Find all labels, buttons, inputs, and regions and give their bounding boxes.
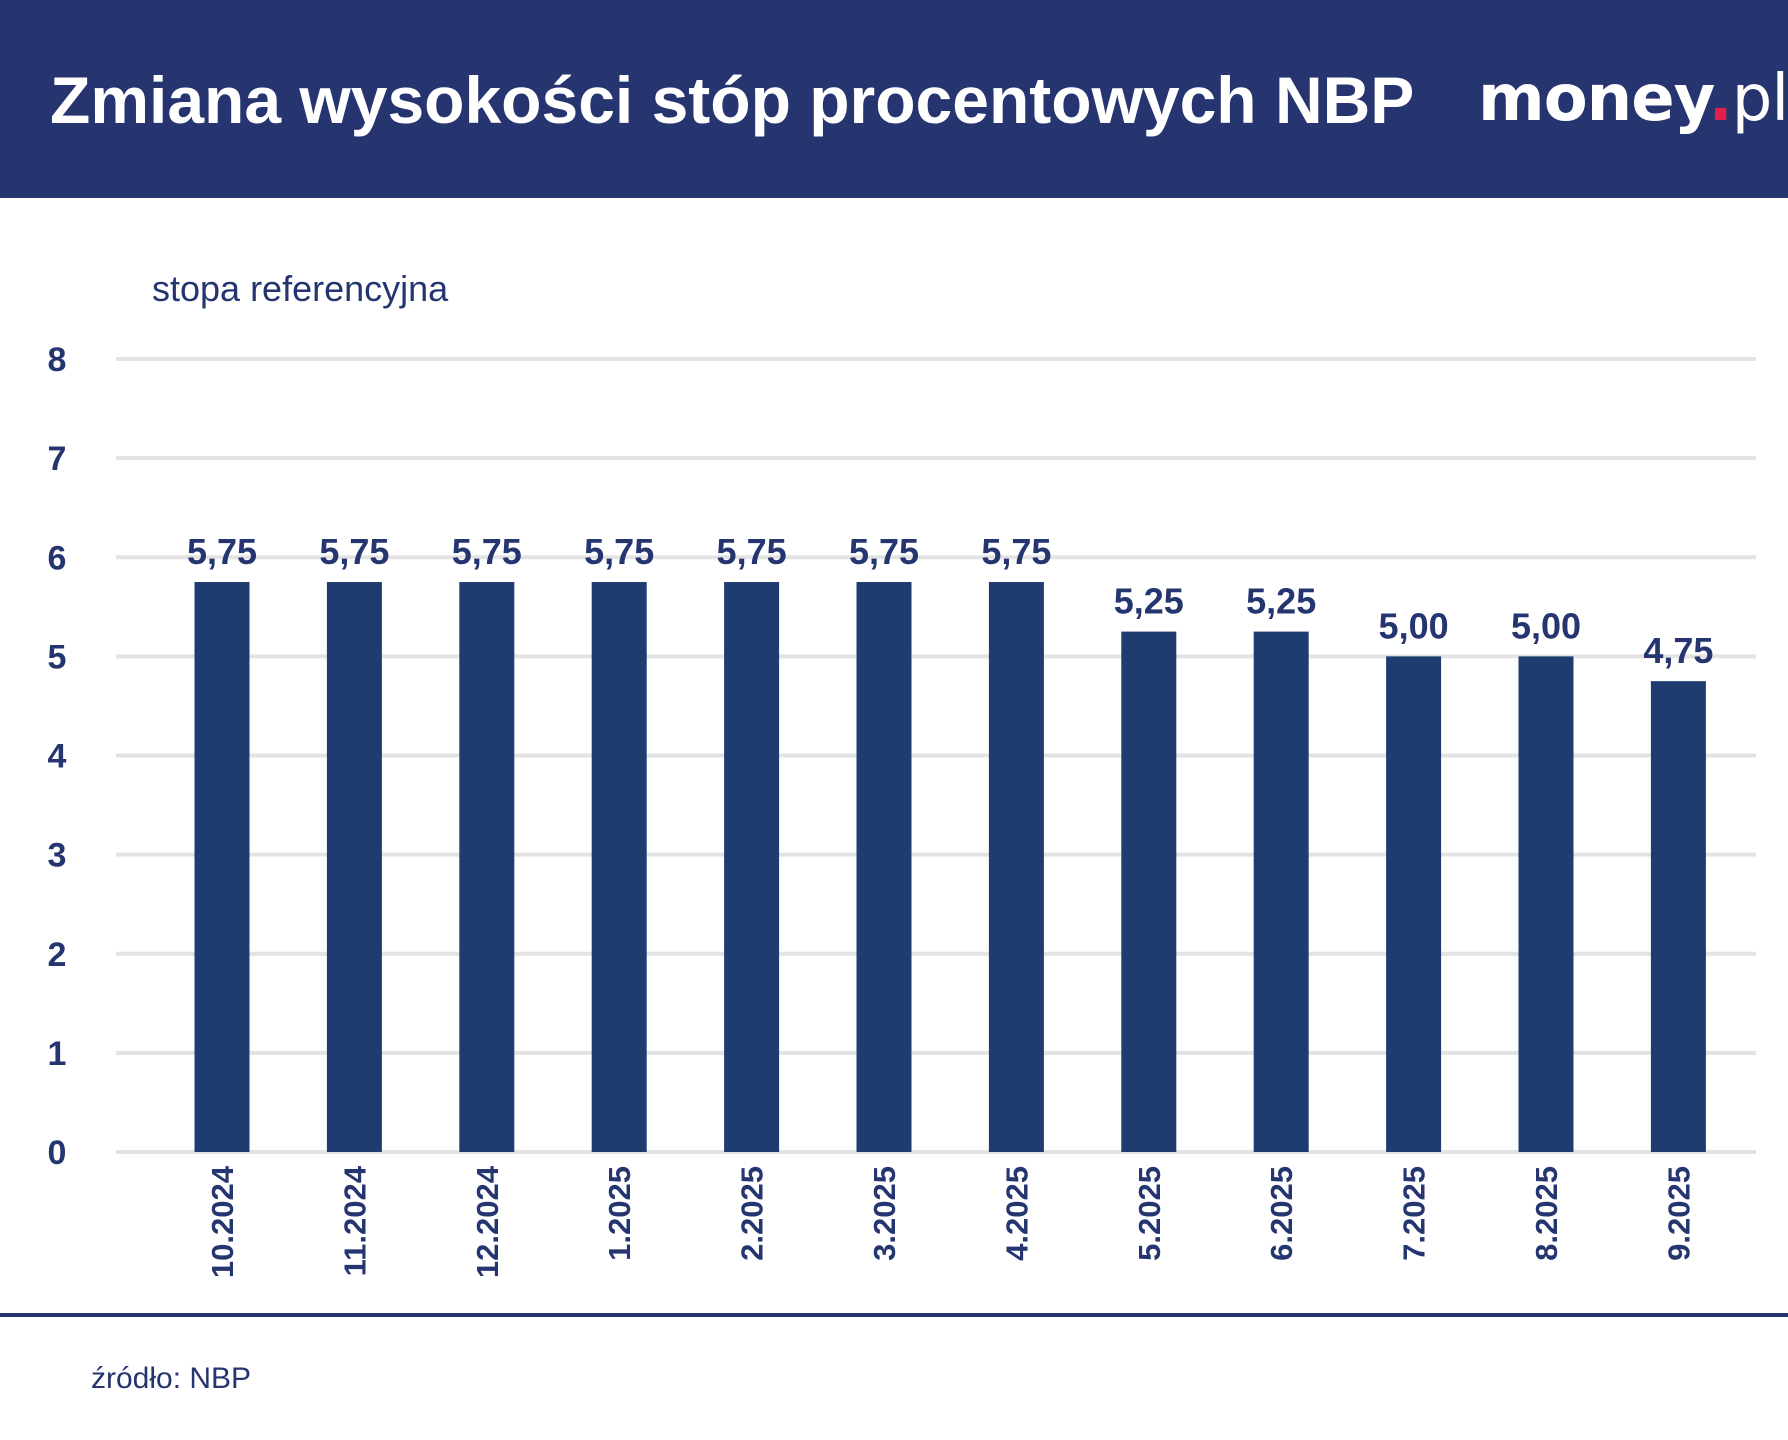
x-tick-label: 1.2025 xyxy=(602,1166,637,1261)
data-label: 5,75 xyxy=(849,531,919,572)
data-label: 5,00 xyxy=(1511,605,1581,646)
header-banner: Zmiana wysokości stóp procentowych NBP m… xyxy=(0,0,1788,198)
data-label: 5,75 xyxy=(187,531,257,572)
x-tick-label: 2.2025 xyxy=(735,1166,770,1261)
bar xyxy=(724,582,780,1152)
y-tick-label: 1 xyxy=(48,1035,67,1073)
data-label: 5,75 xyxy=(319,531,389,572)
x-tick-label: 6.2025 xyxy=(1264,1166,1299,1261)
chart-title: Zmiana wysokości stóp procentowych NBP xyxy=(50,63,1415,137)
data-label: 5,75 xyxy=(717,531,787,572)
x-tick-label: 3.2025 xyxy=(867,1166,902,1261)
data-label: 5,25 xyxy=(1114,581,1184,622)
bar xyxy=(856,582,912,1152)
footer-divider xyxy=(0,1313,1788,1317)
y-tick-label: 3 xyxy=(48,837,67,875)
bar-chart: 0 1 2 3 4 5 6 7 8 5,75 10.2024 5,75 11.2024 5,75 12.20… xyxy=(48,341,1756,1278)
bar xyxy=(1253,631,1309,1152)
x-tick-label: 7.2025 xyxy=(1397,1166,1432,1261)
bar xyxy=(1650,681,1706,1152)
data-label: 5,25 xyxy=(1246,581,1316,622)
bar xyxy=(1386,656,1442,1152)
data-label: 5,75 xyxy=(584,531,654,572)
x-tick-label: 5.2025 xyxy=(1132,1166,1167,1261)
bar xyxy=(326,582,382,1152)
bar xyxy=(459,582,515,1152)
money-pl-logo: money.pl xyxy=(1478,62,1788,136)
bar xyxy=(1518,656,1574,1152)
y-tick-label: 4 xyxy=(48,738,67,776)
data-label: 5,75 xyxy=(452,531,522,572)
bar xyxy=(988,582,1044,1152)
data-label: 5,75 xyxy=(981,531,1051,572)
bar xyxy=(194,582,250,1152)
y-axis-label: stopa referencyjna xyxy=(152,268,449,309)
x-tick-label: 11.2024 xyxy=(337,1165,372,1276)
x-tick-label: 12.2024 xyxy=(470,1165,505,1278)
y-tick-label: 7 xyxy=(48,440,67,478)
x-tick-label: 4.2025 xyxy=(999,1166,1034,1261)
bar xyxy=(1121,631,1177,1152)
x-tick-label: 10.2024 xyxy=(205,1165,240,1278)
y-tick-label: 6 xyxy=(48,539,67,577)
y-tick-label: 0 xyxy=(48,1134,67,1172)
bar xyxy=(591,582,647,1152)
x-tick-label: 8.2025 xyxy=(1529,1166,1564,1261)
data-label: 5,00 xyxy=(1379,605,1449,646)
source-note: źródło: NBP xyxy=(91,1362,252,1395)
y-tick-label: 2 xyxy=(48,936,67,974)
data-label: 4,75 xyxy=(1643,630,1713,671)
y-tick-label: 8 xyxy=(48,341,67,379)
y-tick-label: 5 xyxy=(48,638,67,676)
x-tick-label: 9.2025 xyxy=(1661,1166,1696,1261)
